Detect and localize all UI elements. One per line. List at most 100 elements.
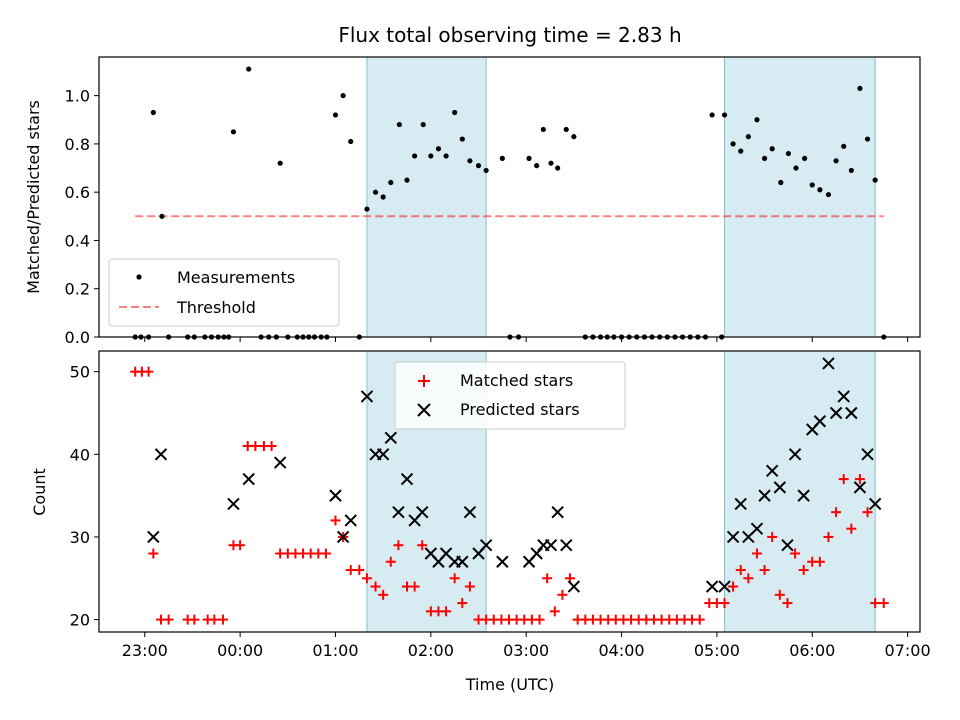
predicted-stars-point-b — [813, 415, 827, 428]
measurement-point — [420, 121, 426, 128]
matched-stars-point — [464, 581, 475, 592]
matched-stars-point — [320, 548, 331, 559]
bottom-panel-y-ticks: 20 30 40 50 — [70, 363, 99, 630]
predicted-stars-point-b — [734, 497, 747, 511]
measurement-point — [761, 155, 768, 161]
predicted-stars-point — [837, 390, 850, 403]
matched-stars-point — [549, 606, 560, 617]
matched-stars-point — [266, 441, 277, 452]
predicted-stars-point-b — [551, 505, 564, 519]
predicted-stars-point-b — [400, 472, 414, 486]
bottom-panel-x-ticks: 23:00 00:00 01:00 02:00 03:00 04:00 05:00 06:00… — [122, 632, 931, 660]
predicted-stars-point-b — [718, 580, 731, 593]
measurement-point — [738, 148, 744, 154]
matched-stars-point — [767, 531, 778, 542]
measurement-point — [555, 165, 561, 171]
predicted-stars-point-b — [544, 539, 558, 552]
matched-stars-point — [814, 556, 825, 567]
predicted-stars-point-b — [773, 481, 787, 494]
predicted-stars-point-b — [822, 357, 835, 370]
measurement-point — [475, 163, 482, 169]
predicted-stars-point — [496, 555, 509, 568]
measurement-point — [396, 121, 402, 128]
matched-stars-point — [743, 573, 754, 584]
predicted-stars-point-b — [765, 464, 779, 478]
predicted-stars-point — [551, 505, 564, 519]
x-tick-label: 03:00 — [503, 641, 549, 660]
measurement-point — [467, 158, 473, 164]
measurement-point — [864, 136, 871, 142]
top-panel-legend: Measurements Threshold — [108, 258, 340, 327]
matched-stars-point — [719, 598, 730, 609]
matched-stars-point — [831, 507, 842, 518]
x-tick-label: 07:00 — [885, 641, 931, 660]
measurement-point — [721, 112, 728, 118]
matched-stars-point — [163, 614, 174, 625]
predicted-stars-point — [456, 555, 469, 568]
predicted-stars-point-b — [273, 456, 287, 469]
predicted-stars-point — [567, 580, 581, 593]
measurement-point — [745, 134, 751, 140]
predicted-stars-point — [544, 539, 558, 552]
bottom-panel-y-axis-label: Count — [30, 468, 49, 516]
measurement-point — [534, 163, 540, 169]
measurement-point — [364, 206, 370, 212]
predicted-stars-point — [147, 530, 160, 544]
matched-stars-point — [148, 548, 159, 559]
matched-stars-point — [557, 589, 568, 600]
measurement-point — [159, 213, 165, 219]
x-tick-label: 00:00 — [217, 641, 263, 660]
predicted-stars-point-b — [781, 539, 794, 552]
measurement-point — [348, 138, 354, 145]
matched-stars-point — [878, 598, 889, 609]
measurement-point — [150, 109, 156, 116]
bottom-panel-y-tick-label: 50 — [70, 363, 90, 382]
predicted-stars-point — [750, 522, 764, 535]
predicted-stars-point-b — [376, 448, 390, 461]
x-tick-label: 06:00 — [789, 641, 835, 660]
matched-stars-point — [751, 548, 762, 559]
top-panel-x-ticks — [144, 337, 909, 342]
matched-stars-point — [774, 589, 785, 600]
matched-stars-point — [542, 573, 553, 584]
measurement-point — [246, 66, 252, 72]
matched-stars-point — [854, 474, 865, 485]
predicted-stars-point — [845, 406, 858, 420]
matched-stars-point — [409, 581, 420, 592]
predicted-stars-point-b — [788, 448, 802, 461]
predicted-stars-point — [813, 415, 827, 428]
measurement-point — [428, 153, 434, 159]
matched-stars-point — [798, 565, 809, 576]
predicted-stars-point — [788, 448, 802, 461]
predicted-stars-point — [344, 514, 357, 527]
top-panel-y-axis-label: Matched/Predicted stars — [24, 100, 43, 294]
matched-stars-point — [330, 515, 341, 526]
measurement-point — [817, 187, 823, 193]
matched-stars-point — [694, 614, 705, 625]
matched-stars-point — [838, 474, 849, 485]
measurement-point — [483, 167, 489, 174]
top-panel-y-ticks: 0.0 0.2 0.4 0.6 0.8 1.0 — [65, 87, 99, 347]
matched-stars-point — [143, 366, 154, 377]
top-panel: 0.0 0.2 0.4 0.6 0.8 1.0 Matched/Predicted sta… — [24, 56, 921, 347]
predicted-stars-point — [530, 547, 543, 560]
measurement-point — [563, 126, 569, 133]
measurement-point — [802, 155, 808, 161]
x-tick-label: 02:00 — [408, 641, 454, 660]
predicted-stars-point — [463, 505, 477, 519]
predicted-stars-point — [392, 505, 405, 519]
matched-stars-point — [449, 573, 460, 584]
measurement-point — [499, 155, 505, 161]
bottom-panel-frame — [98, 350, 921, 633]
measurement-point — [833, 158, 839, 164]
predicted-stars-point — [242, 472, 255, 486]
legend-measurements-label: Measurements — [177, 268, 295, 287]
top-panel-y-tick-label: 0.0 — [65, 328, 90, 347]
measurement-point — [443, 153, 449, 159]
predicted-stars-point-b — [242, 472, 255, 486]
bottom-panel-y-tick-label: 20 — [70, 611, 90, 630]
predicted-stars-point-b — [384, 431, 397, 444]
matched-stars-point — [250, 441, 261, 452]
measurement-point — [848, 167, 854, 174]
